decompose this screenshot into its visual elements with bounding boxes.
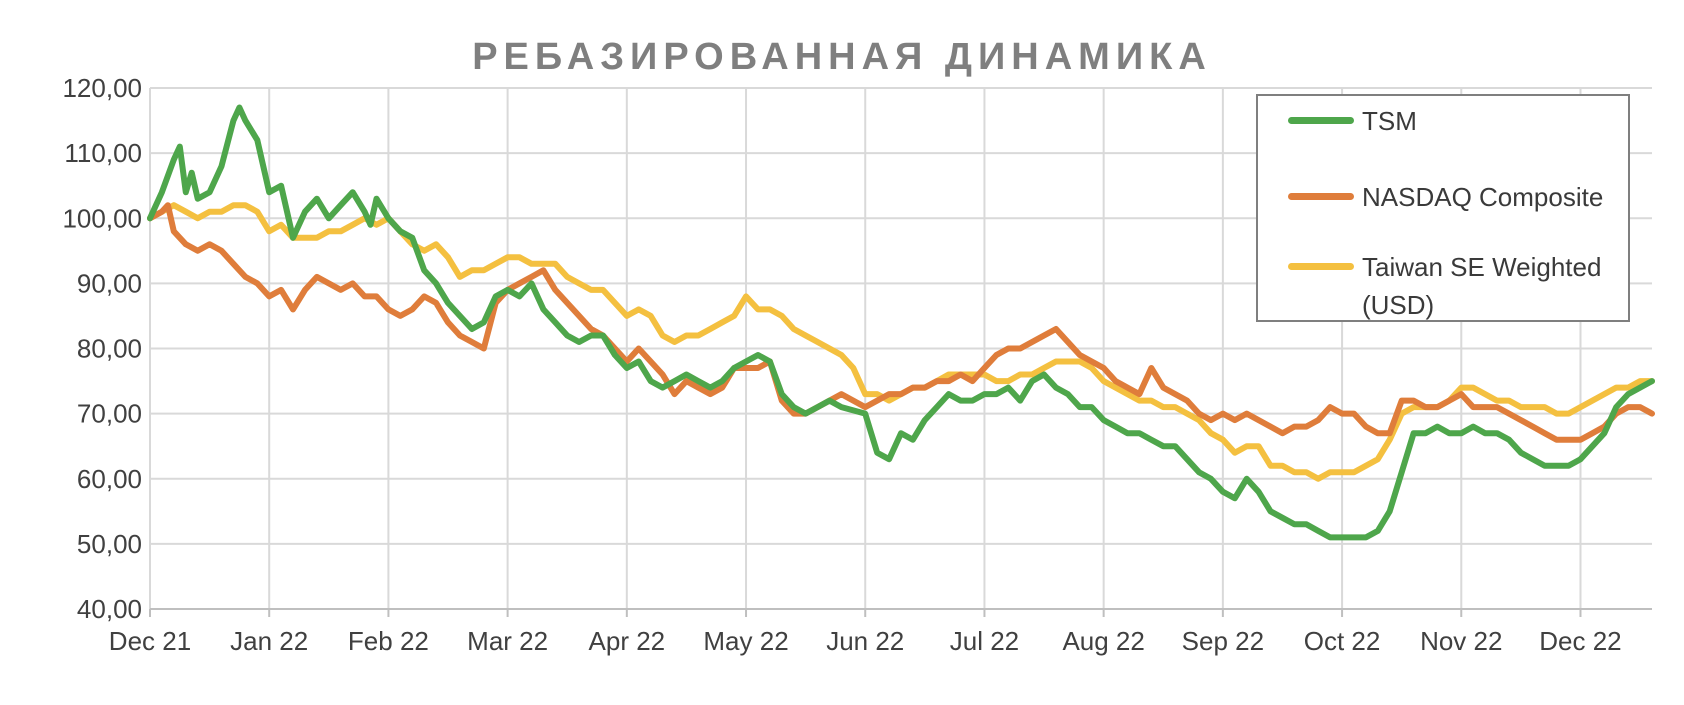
y-tick-label: 120,00 [62,73,142,103]
legend-swatch-tsm [1288,117,1354,124]
x-tick-label: Sep 22 [1182,626,1264,656]
y-tick-label: 80,00 [77,334,142,364]
x-tick-label: Nov 22 [1420,626,1502,656]
series-line-tsm [147,104,1655,541]
x-tick-label: Oct 22 [1304,626,1381,656]
y-tick-label: 40,00 [77,594,142,624]
legend-item-tsm: TSM [1288,102,1622,140]
y-tick-label: 100,00 [62,203,142,233]
legend-item-nasdaq: NASDAQ Composite [1288,178,1622,216]
x-tick-label: May 22 [703,626,788,656]
legend-label-nasdaq: NASDAQ Composite [1362,182,1604,212]
y-tick-label: 110,00 [64,138,142,168]
legend-label-tsm: TSM [1362,106,1417,136]
legend-label-taiwan: Taiwan SE Weighted (USD) [1362,252,1602,320]
x-tick-label: Jan 22 [230,626,308,656]
chart-legend: TSM NASDAQ Composite Taiwan SE Weighted … [1256,94,1630,322]
y-tick-label: 90,00 [77,268,142,298]
x-tick-label: Jul 22 [950,626,1019,656]
x-tick-label: Jun 22 [826,626,904,656]
legend-item-taiwan: Taiwan SE Weighted (USD) [1288,248,1622,324]
x-tick-label: Aug 22 [1062,626,1144,656]
series-line-nasdaq-composite [147,202,1655,443]
legend-swatch-taiwan [1288,263,1354,270]
y-tick-label: 50,00 [77,529,142,559]
legend-swatch-nasdaq [1288,193,1354,200]
x-tick-label: Mar 22 [467,626,548,656]
y-tick-label: 60,00 [77,464,142,494]
x-tick-label: Dec 21 [109,626,191,656]
x-tick-label: Feb 22 [348,626,429,656]
y-tick-label: 70,00 [77,399,142,429]
x-tick-label: Dec 22 [1539,626,1621,656]
chart-title: РЕБАЗИРОВАННАЯ ДИНАМИКА [472,36,1212,78]
x-tick-label: Apr 22 [589,626,666,656]
